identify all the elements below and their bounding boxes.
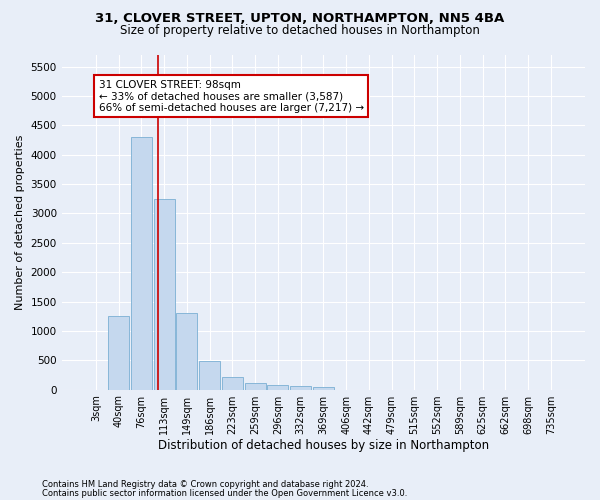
Bar [268, 385, 289, 390]
Bar [313, 386, 334, 390]
Text: 31, CLOVER STREET, UPTON, NORTHAMPTON, NN5 4BA: 31, CLOVER STREET, UPTON, NORTHAMPTON, N… [95, 12, 505, 24]
Bar [245, 383, 266, 390]
Text: Contains HM Land Registry data © Crown copyright and database right 2024.: Contains HM Land Registry data © Crown c… [42, 480, 368, 489]
X-axis label: Distribution of detached houses by size in Northampton: Distribution of detached houses by size … [158, 440, 489, 452]
Bar [131, 137, 152, 390]
Y-axis label: Number of detached properties: Number of detached properties [15, 134, 25, 310]
Text: 31 CLOVER STREET: 98sqm
← 33% of detached houses are smaller (3,587)
66% of semi: 31 CLOVER STREET: 98sqm ← 33% of detache… [98, 80, 364, 113]
Bar [176, 314, 197, 390]
Text: Size of property relative to detached houses in Northampton: Size of property relative to detached ho… [120, 24, 480, 37]
Bar [108, 316, 129, 390]
Bar [199, 361, 220, 390]
Bar [222, 376, 243, 390]
Bar [154, 199, 175, 390]
Text: Contains public sector information licensed under the Open Government Licence v3: Contains public sector information licen… [42, 489, 407, 498]
Bar [290, 386, 311, 390]
